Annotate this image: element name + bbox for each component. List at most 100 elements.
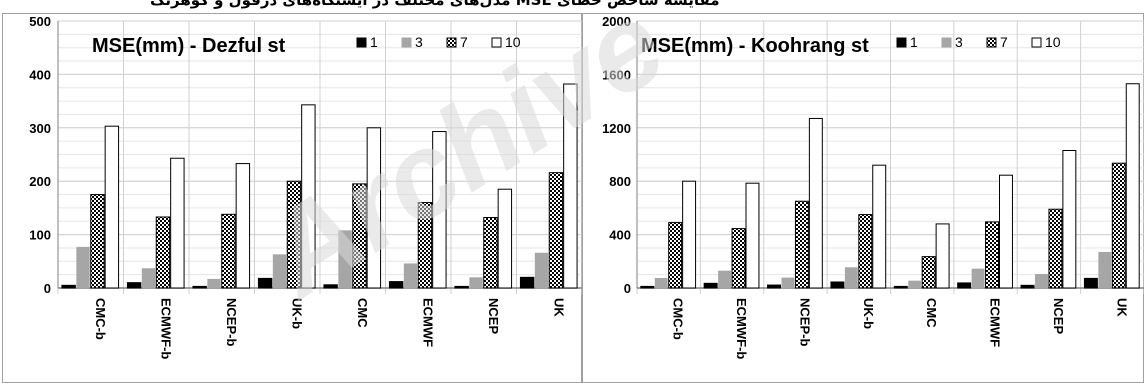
bar-CMC-b-series-10 [682, 180, 697, 289]
legend-label-3: 3 [955, 34, 963, 50]
y-tick-label: 400 [609, 228, 631, 243]
category-label: ECMWF [420, 298, 435, 347]
bar-NCEP-b-series-1 [192, 285, 207, 289]
category-label: UK-b [861, 298, 876, 329]
bar-NCEP-b-series-1 [767, 284, 781, 289]
bar-UK-b-series-3 [844, 267, 858, 288]
category-label: NCEP-b [797, 298, 812, 346]
y-tick-label: 300 [29, 121, 51, 136]
bar-CMC-series-1 [323, 284, 338, 289]
bar-CMC-b-series-1 [61, 284, 76, 289]
bar-NCEP-series-10 [1062, 149, 1077, 289]
category-label: CMC-b [93, 298, 108, 340]
legend-label-7: 7 [460, 34, 468, 50]
category-label: NCEP-b [224, 298, 239, 346]
chart-title: MSE(mm) - Dezful st [92, 35, 286, 57]
bar-CMC-series-7 [921, 256, 936, 289]
bar-ECMWF-series-3 [403, 263, 418, 288]
legend-swatch-10 [491, 37, 502, 48]
bar-CMC-b-series-10 [104, 125, 120, 289]
bar-ECMWF-b-series-3 [141, 268, 156, 288]
bar-ECMWF-b-series-10 [745, 182, 760, 289]
bar-ECMWF-series-3 [971, 268, 985, 288]
bar-UK-series-1 [1083, 277, 1098, 289]
bar-ECMWF-b-series-1 [126, 282, 142, 289]
bar-NCEP-b-series-7 [221, 213, 236, 289]
bar-NCEP-series-3 [1034, 273, 1048, 288]
bar-UK-b-series-1 [257, 277, 273, 289]
bar-NCEP-b-series-7 [794, 200, 809, 289]
y-tick-label: 200 [29, 174, 51, 189]
header-strip: مقایسه شاخص خطای MSE مدل‌های مختلف در ای… [0, 0, 1144, 12]
category-label: UK [1114, 298, 1129, 317]
category-label: NCEP [1051, 298, 1066, 334]
y-tick-label: 0 [624, 281, 631, 296]
bar-CMC-series-1 [893, 285, 908, 289]
bar-NCEP-b-series-10 [808, 117, 823, 289]
category-label: CMC [355, 298, 370, 328]
bar-UK-b-series-7 [858, 214, 873, 289]
bar-ECMWF-series-1 [388, 281, 404, 289]
category-label: ECMWF-b [158, 298, 173, 359]
bar-CMC-b-series-3 [76, 246, 90, 288]
bar-UK-b-series-10 [301, 104, 316, 289]
legend-label-1: 1 [370, 34, 378, 50]
bar-UK-series-10 [563, 83, 578, 289]
bar-NCEP-series-10 [497, 188, 513, 289]
bar-NCEP-series-7 [483, 217, 498, 289]
header-caption: مقایسه شاخص خطای MSE مدل‌های مختلف در ای… [150, 0, 720, 9]
bar-CMC-b-series-7 [90, 194, 105, 289]
bar-CMC-series-3 [908, 280, 922, 288]
legend-swatch-1 [356, 37, 367, 48]
bar-ECMWF-series-1 [957, 282, 972, 289]
legend-label-3: 3 [415, 34, 423, 50]
bar-NCEP-series-1 [1020, 284, 1035, 289]
legend-swatch-3 [941, 37, 952, 48]
bar-NCEP-b-series-3 [781, 277, 795, 288]
category-label: NCEP [486, 298, 501, 334]
legend-label-10: 10 [1045, 34, 1061, 50]
bar-NCEP-series-7 [1048, 208, 1063, 289]
bar-UK-b-series-10 [872, 164, 887, 289]
bar-UK-b-series-1 [830, 281, 845, 289]
category-label: UK [551, 298, 566, 317]
category-label: ECMWF [988, 298, 1003, 347]
bar-CMC-b-series-3 [654, 277, 668, 288]
bar-UK-series-7 [1111, 162, 1126, 289]
bar-ECMWF-b-series-10 [170, 157, 185, 289]
bar-ECMWF-series-10 [999, 174, 1013, 289]
bar-CMC-series-7 [352, 183, 367, 289]
bar-UK-b-series-3 [272, 254, 287, 288]
legend-swatch-7 [446, 37, 457, 48]
bar-CMC-series-10 [935, 223, 950, 289]
legend-label-1: 1 [910, 34, 918, 50]
bar-UK-b-series-7 [286, 180, 302, 289]
y-tick-label: 2000 [602, 14, 631, 29]
bar-NCEP-series-1 [454, 285, 469, 289]
legend-label-10: 10 [505, 34, 521, 50]
bar-CMC-series-3 [338, 230, 352, 288]
bar-ECMWF-series-7 [985, 221, 1000, 289]
bar-NCEP-b-series-3 [207, 278, 221, 288]
legend-label-7: 7 [1000, 34, 1008, 50]
bar-ECMWF-series-7 [417, 202, 433, 289]
bar-NCEP-b-series-10 [235, 163, 251, 289]
bar-ECMWF-b-series-7 [731, 228, 746, 289]
bar-NCEP-series-3 [469, 277, 483, 288]
legend-swatch-10 [1031, 37, 1042, 48]
y-tick-label: 400 [29, 67, 51, 82]
bar-ECMWF-b-series-3 [718, 270, 732, 288]
category-label: UK-b [289, 298, 304, 329]
legend-swatch-1 [896, 37, 907, 48]
category-label: CMC [924, 298, 939, 328]
y-tick-label: 1600 [602, 67, 631, 82]
y-tick-label: 800 [609, 174, 631, 189]
category-label: ECMWF-b [734, 298, 749, 359]
chart-panel-2: 0 400 800 1200 1600 2000 CMC-b ECMWF-b NCEP-b UK-… [582, 13, 1144, 383]
y-tick-label: 0 [44, 281, 51, 296]
bar-UK-series-10 [1125, 83, 1140, 289]
chart-title: MSE(mm) - Koohrang st [641, 35, 869, 57]
bar-UK-series-3 [534, 252, 549, 288]
chart-panel-1: 0 100 200 300 400 500 CMC-b ECMWF-b NCEP-b UK-b CM… [2, 13, 583, 383]
